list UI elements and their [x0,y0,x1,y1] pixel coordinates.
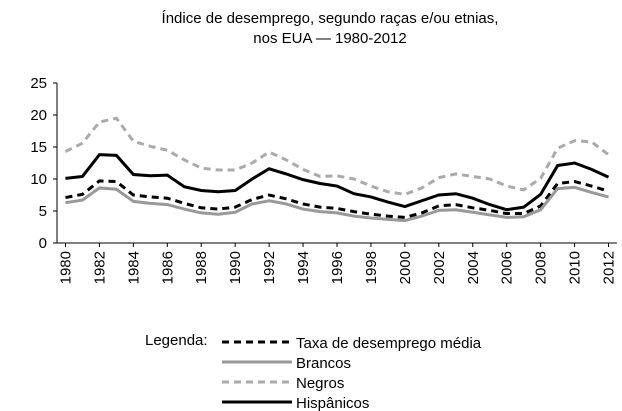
x-tick-label: 1998 [363,251,380,284]
x-tick-label: 2012 [601,251,618,284]
chart-title: Índice de desemprego, segundo raças e/ou… [162,10,499,27]
x-tick-label: 1982 [91,251,108,284]
x-tick-label: 2006 [499,251,516,284]
x-tick-label: 2004 [465,251,482,284]
x-tick-label: 2000 [397,251,414,284]
y-tick-label: 15 [30,139,47,156]
x-tick-label: 2002 [431,251,448,284]
series-line [64,116,610,196]
x-tick-label: 1992 [261,251,278,284]
y-tick-label: 0 [39,235,47,252]
legend-label: Hispânicos [296,395,369,411]
x-tick-label: 1986 [159,251,176,284]
x-tick-label: 1980 [57,251,74,284]
y-tick-label: 20 [30,107,47,124]
legend-label: Taxa de desemprego média [296,335,482,352]
legend-label: Brancos [296,355,351,372]
x-tick-label: 1988 [193,251,210,284]
series-line [65,153,610,212]
x-tick-label: 1996 [329,251,346,284]
x-tick-label: 2010 [567,251,584,284]
series-line [65,179,609,219]
y-tick-label: 25 [30,75,47,92]
legend-title: Legenda: [145,332,208,349]
y-tick-label: 10 [30,171,47,188]
chart-title: nos EUA — 1980-2012 [253,30,406,47]
legend-label: Negros [296,375,344,392]
series-line [65,185,609,223]
y-tick-label: 5 [39,203,47,220]
x-tick-label: 2008 [533,251,550,284]
x-tick-label: 1984 [125,251,142,284]
x-tick-label: 1994 [295,251,312,284]
x-tick-label: 1990 [227,251,244,284]
